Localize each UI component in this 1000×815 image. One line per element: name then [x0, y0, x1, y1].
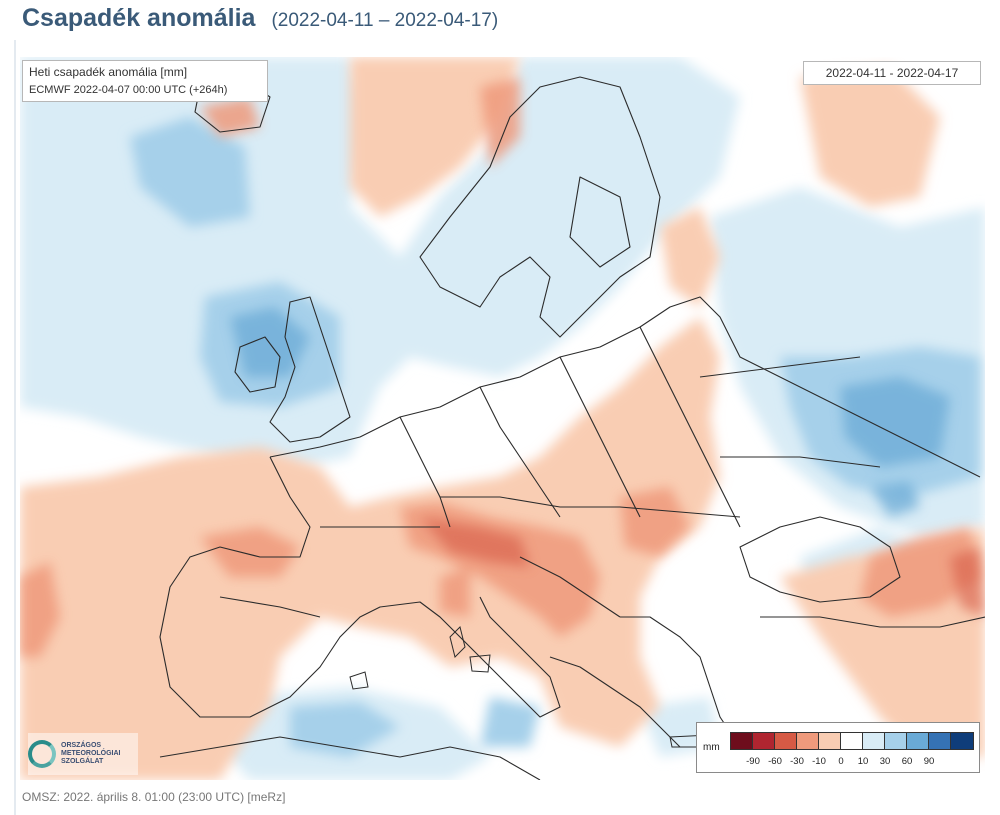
strong-blue-anomaly [230, 307, 950, 517]
legend-tick-label: -30 [790, 756, 804, 767]
legend-tick-label: 0 [838, 756, 844, 767]
legend-tick-label: -90 [746, 756, 760, 767]
anomaly-map [20, 57, 985, 780]
legend-tick-label: 10 [857, 756, 869, 767]
footer-credit: OMSZ: 2022. április 8. 01:00 (23:00 UTC)… [22, 790, 286, 804]
legend-swatch [797, 733, 819, 749]
legend-swatch [775, 733, 797, 749]
omsz-logo-icon [28, 740, 56, 768]
date-range: (2022-04-11 – 2022-04-17) [271, 10, 499, 31]
legend-swatch [907, 733, 929, 749]
map-canvas [20, 57, 985, 780]
legend-unit: mm [703, 742, 720, 753]
map-date-box: 2022-04-11 - 2022-04-17 [803, 61, 981, 85]
omsz-logo: ORSZÁGOS METEOROLÓGIAI SZOLGÁLAT [28, 733, 138, 775]
page-header: Csapadék anomália (2022-04-11 – 2022-04-… [22, 4, 498, 44]
model-run-label: ECMWF 2022-04-07 00:00 UTC (+264h) [29, 84, 228, 96]
strong-red-anomaly [420, 517, 985, 617]
map-variable-label: Heti csapadék anomália [mm] [29, 65, 188, 79]
left-border [14, 40, 16, 815]
legend-swatch [863, 733, 885, 749]
country-borders [159, 76, 985, 780]
map-info-box: Heti csapadék anomália [mm] ECMWF 2022-0… [22, 60, 268, 102]
legend-swatch [819, 733, 841, 749]
page-title: Csapadék anomália [22, 4, 256, 32]
legend-swatches [730, 732, 974, 750]
legend-tick-label: 60 [901, 756, 913, 767]
omsz-logo-text: ORSZÁGOS METEOROLÓGIAI SZOLGÁLAT [61, 742, 121, 765]
legend-tick-label: 90 [923, 756, 935, 767]
legend-tick-label: 30 [879, 756, 891, 767]
legend-tick-label: -10 [812, 756, 826, 767]
legend-swatch [885, 733, 907, 749]
legend-swatch [929, 733, 951, 749]
legend-tick-label: -60 [768, 756, 782, 767]
legend-swatch [951, 733, 973, 749]
legend-swatch [753, 733, 775, 749]
legend-swatch [841, 733, 863, 749]
legend-swatch [731, 733, 753, 749]
color-legend: mm -90 -60 -30 -10 0 10 30 60 90 [696, 722, 980, 773]
